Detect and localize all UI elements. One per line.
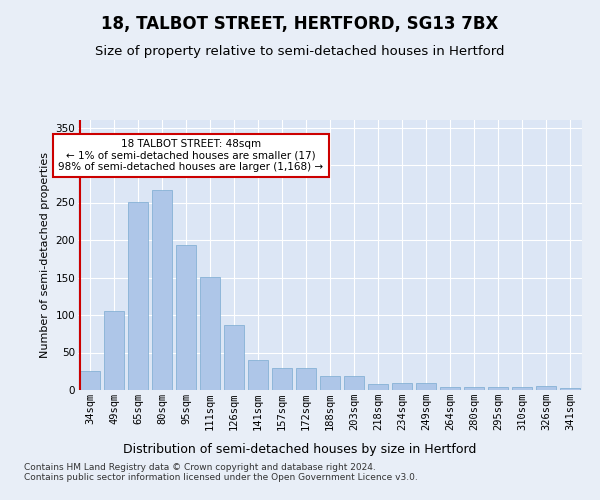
Bar <box>344 376 364 390</box>
Bar <box>488 387 508 390</box>
Bar <box>248 360 268 390</box>
Bar <box>320 376 340 390</box>
Bar <box>392 383 412 390</box>
Text: Distribution of semi-detached houses by size in Hertford: Distribution of semi-detached houses by … <box>124 442 476 456</box>
Bar <box>128 202 148 390</box>
Bar <box>440 387 460 390</box>
Text: 18, TALBOT STREET, HERTFORD, SG13 7BX: 18, TALBOT STREET, HERTFORD, SG13 7BX <box>101 15 499 33</box>
Y-axis label: Number of semi-detached properties: Number of semi-detached properties <box>40 152 50 358</box>
Bar <box>176 244 196 390</box>
Bar <box>416 383 436 390</box>
Bar <box>104 311 124 390</box>
Bar <box>200 277 220 390</box>
Bar <box>512 387 532 390</box>
Text: Size of property relative to semi-detached houses in Hertford: Size of property relative to semi-detach… <box>95 45 505 58</box>
Text: Contains HM Land Registry data © Crown copyright and database right 2024.
Contai: Contains HM Land Registry data © Crown c… <box>24 462 418 482</box>
Bar <box>224 325 244 390</box>
Bar <box>296 368 316 390</box>
Bar <box>560 388 580 390</box>
Bar <box>536 386 556 390</box>
Bar <box>152 190 172 390</box>
Bar <box>464 387 484 390</box>
Bar <box>272 368 292 390</box>
Bar <box>80 371 100 390</box>
Text: 18 TALBOT STREET: 48sqm
← 1% of semi-detached houses are smaller (17)
98% of sem: 18 TALBOT STREET: 48sqm ← 1% of semi-det… <box>58 138 323 172</box>
Bar <box>368 384 388 390</box>
